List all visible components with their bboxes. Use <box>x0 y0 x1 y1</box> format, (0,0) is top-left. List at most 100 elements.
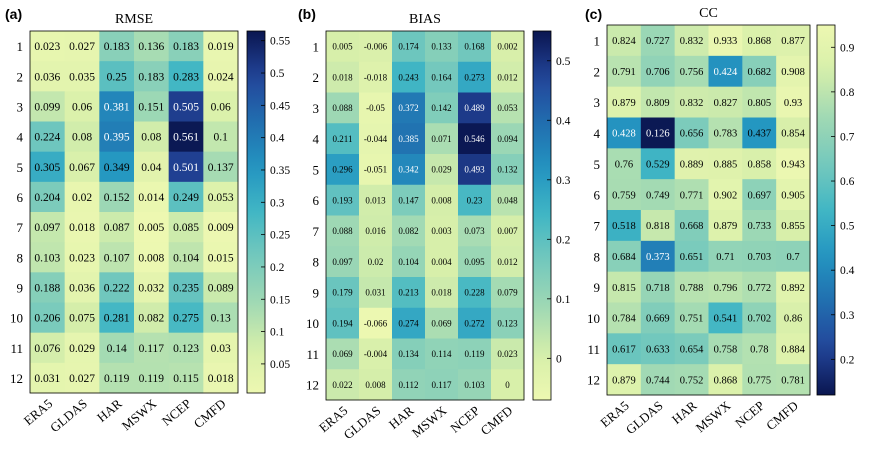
heatmap-cell <box>425 307 459 339</box>
heatmap-cell <box>134 31 170 62</box>
heatmap-cell <box>674 55 709 88</box>
colorbar-tick-label: 0.4 <box>556 115 571 127</box>
heatmap-cell <box>640 302 676 334</box>
heatmap-cell <box>458 92 492 124</box>
cell-value-label: 0.668 <box>680 221 704 232</box>
y-tick-label: 9 <box>594 280 601 295</box>
cell-value-label: -0.05 <box>366 103 385 113</box>
y-tick-label: 2 <box>17 69 24 84</box>
x-tick-label: NCEP <box>447 403 482 436</box>
heatmap-cell <box>491 277 525 309</box>
cell-value-label: 0.25 <box>107 71 127 83</box>
heatmap-cell <box>392 338 426 370</box>
heatmap-cell <box>359 61 393 93</box>
heatmap-cell <box>674 271 709 303</box>
colorbar-tick-label: 0.7 <box>840 131 855 143</box>
cell-value-label: 0.493 <box>464 165 485 175</box>
cell-value-label: 0.76 <box>615 159 633 170</box>
cell-value-label: 0.095 <box>464 257 485 267</box>
heatmap-cell <box>776 240 811 273</box>
cell-value-label: 0.031 <box>34 373 60 385</box>
heatmap-cell <box>326 31 360 63</box>
heatmap-cell <box>168 362 204 394</box>
y-tick-label: 4 <box>17 130 24 145</box>
heatmap-cell <box>708 86 743 118</box>
y-tick-label: 3 <box>313 101 320 116</box>
heatmap-cell <box>742 117 777 149</box>
heatmap-cell <box>134 242 170 273</box>
y-tick-label: 1 <box>17 39 24 54</box>
heatmap-cell <box>708 364 743 396</box>
heatmap-cell <box>99 332 135 364</box>
cell-value-label: 0.008 <box>138 252 164 264</box>
heatmap-cell <box>326 184 360 216</box>
cell-value-label: 0.943 <box>781 159 805 170</box>
cell-value-label: 0.818 <box>646 221 670 232</box>
cell-value-label: 0.076 <box>34 343 60 355</box>
heatmap-cell <box>607 148 642 180</box>
heatmap-cell <box>203 91 239 122</box>
y-tick-label: 10 <box>306 316 319 331</box>
colorbar-tick-label: 0.1 <box>556 294 571 306</box>
heatmap-cell <box>776 271 811 303</box>
heatmap-cell <box>326 92 360 124</box>
heatmap-cell <box>640 148 676 180</box>
cell-value-label: 0.152 <box>104 192 130 204</box>
colorbar-tick-label: 0 <box>556 353 562 365</box>
cell-value-label: 0.706 <box>646 67 670 78</box>
cell-value-label: 0.756 <box>680 67 704 78</box>
cell-value-label: 0.018 <box>431 288 452 298</box>
heatmap-cell <box>64 121 100 153</box>
heatmap-cell <box>30 121 66 153</box>
heatmap-cell <box>64 212 100 243</box>
heatmap-cell <box>491 92 525 124</box>
heatmap-cell <box>203 121 239 153</box>
cell-value-label: 0.879 <box>612 375 636 386</box>
cell-value-label: 0.132 <box>497 165 517 175</box>
y-tick-label: 12 <box>10 371 23 386</box>
cell-value-label: 0.283 <box>173 71 199 83</box>
heatmap-cell <box>392 184 426 216</box>
heatmap-cell <box>742 25 777 57</box>
cell-value-label: 0.815 <box>612 283 636 294</box>
cell-value-label: 0.437 <box>747 129 771 140</box>
colorbar-tick-label: 0.15 <box>270 294 290 306</box>
cell-value-label: 0.137 <box>208 162 234 174</box>
y-tick-label: 4 <box>313 132 320 147</box>
heatmap-cell <box>134 332 170 364</box>
y-tick-label: 12 <box>587 373 600 388</box>
cell-value-label: 0.03 <box>211 343 231 355</box>
cell-value-label: 0.824 <box>612 36 636 47</box>
colorbar-tick-label: 0.3 <box>270 197 285 209</box>
cell-value-label: 0.781 <box>781 375 805 386</box>
cell-value-label: 0.008 <box>431 195 452 205</box>
heatmap-cell <box>326 338 360 370</box>
x-tick-label: CMFD <box>763 398 801 433</box>
cell-value-label: 0.188 <box>34 282 60 294</box>
heatmap-cell <box>30 151 66 183</box>
y-tick-label: 8 <box>594 249 601 264</box>
heatmap-cell <box>776 302 811 334</box>
cell-value-label: 0.029 <box>69 343 95 355</box>
heatmap-cell <box>491 215 525 247</box>
y-tick-label: 12 <box>306 378 319 393</box>
cell-value-label: 0.905 <box>781 190 805 201</box>
cell-value-label: 0.082 <box>398 226 418 236</box>
heatmap-cell <box>776 333 811 365</box>
cell-value-label: 0.775 <box>747 375 771 386</box>
cell-value-label: 0.119 <box>139 373 165 385</box>
cell-value-label: 0.136 <box>138 41 164 53</box>
cell-value-label: 0.142 <box>431 103 451 113</box>
heatmap-cell <box>491 369 525 401</box>
cell-value-label: 0.381 <box>104 101 130 113</box>
heatmap-cell <box>491 154 525 186</box>
panel-title: RMSE <box>115 12 153 27</box>
heatmap-cell <box>392 154 426 186</box>
heatmap-cell <box>425 92 459 124</box>
cell-value-label: 0.085 <box>173 222 199 234</box>
y-tick-label: 6 <box>594 188 601 203</box>
cell-value-label: 0.751 <box>680 314 704 325</box>
heatmap-cell <box>359 123 393 155</box>
cell-value-label: 0.027 <box>69 373 95 385</box>
heatmap-cell <box>458 61 492 93</box>
